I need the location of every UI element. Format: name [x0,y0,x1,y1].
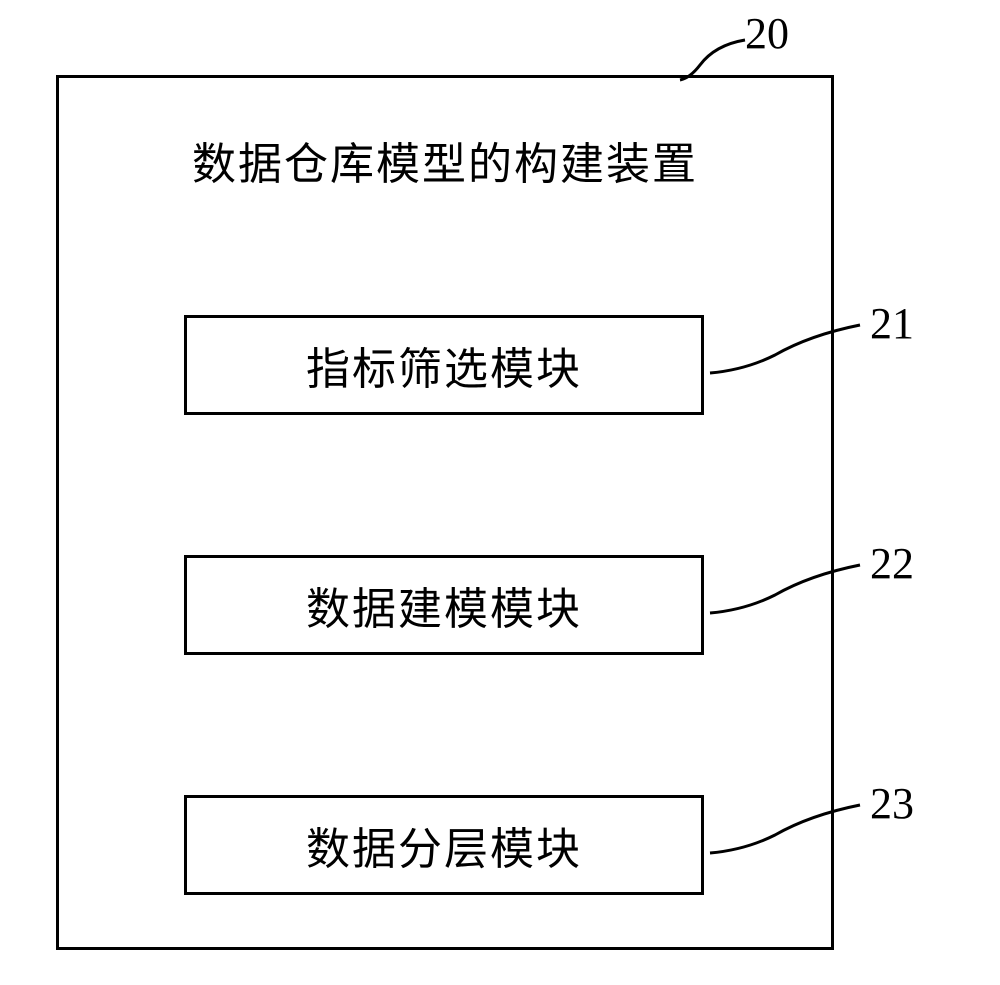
module-text: 数据分层模块 [306,813,582,877]
module-data-modeling: 数据建模模块 [184,555,704,655]
module-indicator-filter: 指标筛选模块 [184,315,704,415]
module-data-layering: 数据分层模块 [184,795,704,895]
diagram-container: 数据仓库模型的构建装置 指标筛选模块 数据建模模块 数据分层模块 [56,75,834,950]
module-text: 指标筛选模块 [306,333,582,397]
module-text: 数据建模模块 [306,573,582,637]
container-title: 数据仓库模型的构建装置 [59,128,831,192]
callout-label-22: 22 [870,538,914,589]
callout-label-23: 23 [870,778,914,829]
callout-label-21: 21 [870,298,914,349]
callout-label-20: 20 [745,8,789,59]
